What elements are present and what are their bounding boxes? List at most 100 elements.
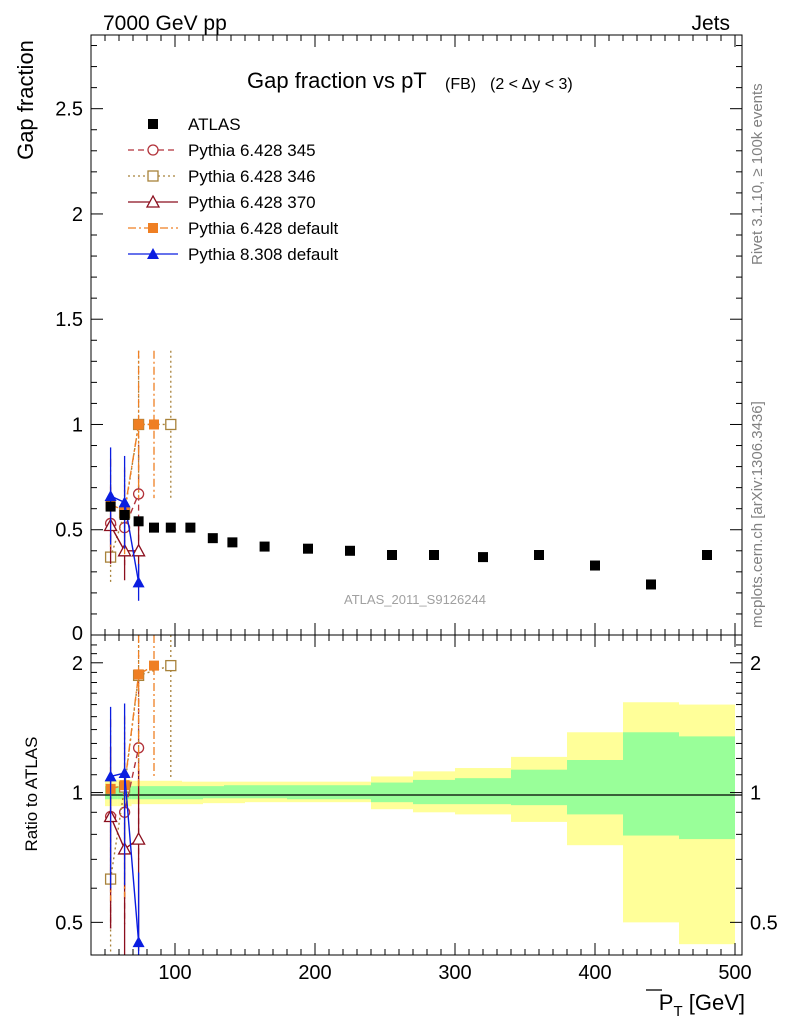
legend-marker	[148, 223, 158, 233]
title-main: Gap fraction vs pT	[247, 68, 427, 93]
x-axis-title-unit: [GeV]	[683, 990, 745, 1015]
legend-label: Pythia 8.308 default	[188, 245, 339, 264]
green-band	[245, 785, 287, 799]
data-point	[132, 488, 145, 500]
collision-label: 7000 GeV pp	[103, 12, 227, 35]
ratio-series	[103, 635, 177, 955]
ratio-ytick-label-right: 2	[750, 653, 761, 675]
title-sub: (FB)	[445, 76, 476, 93]
data-point	[345, 545, 355, 556]
legend-label: Pythia 6.428 345	[188, 141, 316, 160]
data-point	[259, 541, 270, 552]
series-line	[110, 665, 155, 790]
green-band	[287, 785, 329, 800]
data-point	[133, 419, 144, 430]
data-point	[132, 936, 145, 948]
data-point	[133, 669, 144, 680]
data-point	[131, 831, 146, 845]
green-band	[623, 732, 679, 836]
main-ytick-label: 0.5	[55, 520, 83, 542]
green-band	[224, 785, 245, 799]
data-point	[131, 543, 146, 557]
main-ytick-label: 2	[72, 204, 83, 226]
data-point	[478, 552, 488, 563]
data-point	[227, 537, 238, 548]
x-axis-title: PT [GeV]	[646, 989, 745, 1020]
ratio-panel: 0.5 0.5 1 1 2 2 100 200 300 400 500	[55, 634, 778, 984]
data-point	[105, 501, 116, 512]
legend-marker	[148, 119, 158, 129]
series-atlas	[105, 501, 712, 590]
data-point	[534, 550, 544, 560]
data-point	[149, 522, 159, 533]
legend-label: Pythia 6.428 370	[188, 193, 316, 212]
data-point	[118, 496, 131, 508]
data-point	[185, 522, 196, 533]
legend-label: Pythia 6.428 default	[188, 219, 339, 238]
green-band	[203, 786, 224, 799]
x-tick-label: 400	[578, 962, 611, 984]
legend-marker	[147, 248, 159, 259]
ratio-ytick-label: 2	[72, 653, 83, 675]
series-pythia-8-308-default	[104, 703, 145, 955]
legend-marker	[147, 144, 159, 156]
main-ylabel: Gap fraction	[13, 40, 38, 160]
ratio-frame	[90, 634, 743, 956]
green-band	[679, 736, 735, 840]
x-tick-label: 300	[438, 962, 471, 984]
x-axis-title-sub: T	[673, 1003, 682, 1020]
rivet-label: Rivet 3.1.10, ≥ 100k events	[749, 83, 766, 265]
green-band	[455, 778, 511, 805]
ratio-ytick-label: 0.5	[55, 912, 83, 934]
data-point	[104, 490, 117, 502]
data-point	[149, 419, 159, 430]
legend-entry: Pythia 6.428 370	[128, 193, 316, 212]
legend-entry: ATLAS	[148, 115, 241, 134]
data-point	[165, 659, 177, 672]
data-point	[132, 576, 145, 588]
data-point	[133, 516, 144, 527]
data-point	[165, 522, 176, 533]
ratio-ytick-label-right: 1	[750, 783, 761, 805]
main-ytick-label: 2.5	[55, 99, 83, 121]
data-point	[165, 418, 177, 431]
main-ticks: 0.5 1 1.5 2 2.5 0	[55, 35, 742, 645]
legend-entry: Pythia 8.308 default	[128, 245, 339, 264]
x-axis-title-p: P	[659, 990, 674, 1015]
ratio-ytick-label: 1	[72, 783, 83, 805]
data-point	[149, 660, 159, 671]
ratio-ticks: 0.5 0.5 1 1 2 2 100 200 300 400 500	[55, 635, 778, 984]
ratio-ytick-label-right: 0.5	[750, 912, 778, 934]
data-point	[207, 533, 218, 544]
legend: ATLAS Pythia 6.428 345 Pythia 6.428 346 Pyt…	[128, 115, 339, 264]
legend-entry: Pythia 6.428 345	[128, 141, 316, 160]
process-label: Jets	[691, 12, 730, 35]
green-band	[147, 786, 161, 800]
x-tick-label: 100	[158, 962, 191, 984]
x-axis-title-text: PT [GeV]	[659, 990, 745, 1020]
legend-marker	[145, 194, 161, 208]
legend-label: ATLAS	[188, 115, 241, 134]
data-point	[119, 510, 130, 520]
green-band	[413, 779, 455, 805]
series-pythia-8-308-default	[104, 447, 145, 601]
x-tick-label: 200	[298, 962, 331, 984]
uncertainty-bands	[105, 702, 735, 945]
chart-title: Gap fraction vs pT (FB) (2 < Δy < 3)	[247, 68, 573, 93]
main-ytick-label: 1	[72, 414, 83, 436]
main-ytick-zero-label: 0	[72, 623, 83, 645]
legend-marker	[147, 170, 159, 182]
data-point	[702, 550, 712, 560]
data-point	[646, 579, 656, 590]
ratio-ylabel: Ratio to ATLAS	[22, 737, 41, 852]
legend-entry: Pythia 6.428 346	[128, 167, 316, 186]
title-range: (2 < Δy < 3)	[490, 76, 573, 93]
green-band	[371, 782, 413, 803]
series-line	[110, 423, 154, 512]
main-panel: 0.5 1 1.5 2 2.5 0 ATLAS Pythia 6.428 345 Pythia…	[55, 34, 743, 645]
data-point	[118, 767, 131, 779]
legend-label: Pythia 6.428 346	[188, 167, 316, 186]
green-band	[182, 786, 203, 800]
data-point	[429, 550, 439, 560]
